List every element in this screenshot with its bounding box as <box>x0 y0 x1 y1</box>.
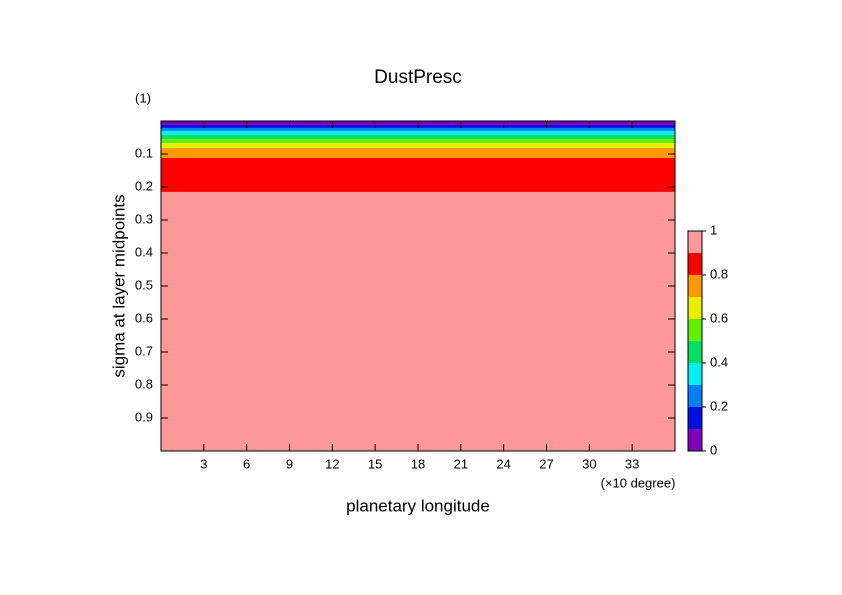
contour-band <box>161 157 675 192</box>
x-tick-label: 18 <box>411 456 425 471</box>
x-tick-label: 33 <box>625 456 639 471</box>
y-tick-label: 0.1 <box>135 145 153 160</box>
colorbar-tick-label: 0.4 <box>710 354 728 369</box>
colorbar-tick-label: 0.8 <box>710 266 728 281</box>
y-tick-label: 0.2 <box>135 178 153 193</box>
colorbar-bin <box>688 319 702 341</box>
colorbar-tick-label: 0 <box>710 442 717 457</box>
x-tick-label: 3 <box>200 456 207 471</box>
colorbar-tick-label: 0.6 <box>710 310 728 325</box>
y-tick-label: 0.4 <box>135 244 153 259</box>
contour-band <box>161 143 675 149</box>
colorbar-bin <box>688 297 702 319</box>
x-tick-label: 21 <box>454 456 468 471</box>
z-unit: (1) <box>135 90 151 105</box>
contour-band <box>161 127 675 131</box>
x-tick-label: 27 <box>539 456 553 471</box>
x-axis-unit: (×10 degree) <box>601 475 676 490</box>
y-tick-label: 0.3 <box>135 211 153 226</box>
y-tick-label: 0.6 <box>135 310 153 325</box>
colorbar-tick-label: 1 <box>710 222 717 237</box>
x-tick-label: 6 <box>243 456 250 471</box>
x-tick-label: 15 <box>368 456 382 471</box>
x-axis-label: planetary longitude <box>346 496 490 515</box>
contour-band <box>161 130 675 135</box>
colorbar-bin <box>688 275 702 297</box>
colorbar-bin <box>688 363 702 385</box>
x-tick-label: 30 <box>582 456 596 471</box>
colorbar-frame <box>687 230 703 452</box>
x-tick-label: 9 <box>286 456 293 471</box>
x-tick-label: 12 <box>325 456 339 471</box>
colorbar-bin <box>688 341 702 363</box>
y-axis-label: sigma at layer midpoints <box>109 194 128 377</box>
contour-band <box>161 139 675 144</box>
y-tick-label: 0.7 <box>135 343 153 358</box>
y-tick-label: 0.5 <box>135 277 153 292</box>
chart-title: DustPresc <box>374 67 462 88</box>
y-tick-label: 0.9 <box>135 409 153 424</box>
colorbar-tick-label: 0.2 <box>710 398 728 413</box>
colorbar-bin <box>688 231 702 253</box>
colorbar-bin <box>688 385 702 407</box>
contour-band <box>161 134 675 140</box>
colorbar-bin <box>688 253 702 275</box>
y-tick-label: 0.8 <box>135 376 153 391</box>
colorbar-bin <box>688 407 702 429</box>
colorbar-bin <box>688 429 702 451</box>
contour-band <box>161 148 675 158</box>
x-tick-label: 24 <box>496 456 510 471</box>
contour-band <box>161 191 675 451</box>
